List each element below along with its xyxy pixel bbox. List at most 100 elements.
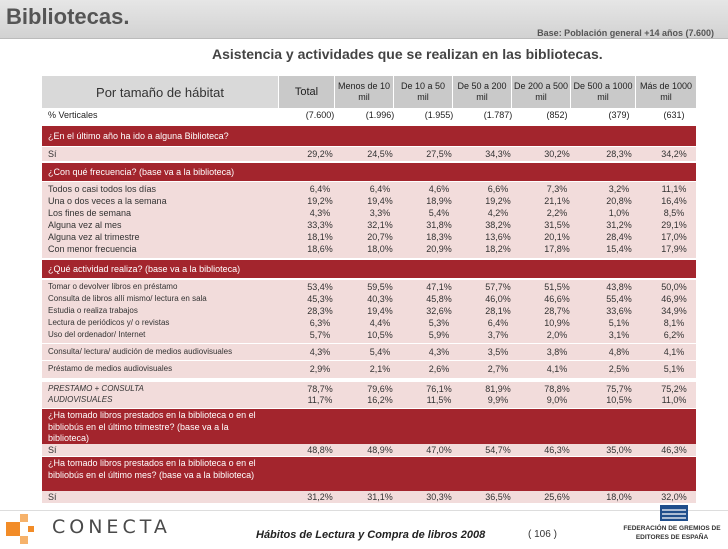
table-row: Alguna vez al mes 33,3% 32,1% 31,8% 38,2…: [42, 220, 696, 231]
value-cell: 4,4%: [369, 318, 391, 328]
value-cell: 29,1%: [661, 220, 687, 230]
value-cell: (1.996): [365, 110, 395, 120]
value-cell: 3,5%: [487, 347, 509, 357]
value-cell: 11,7%: [307, 395, 333, 405]
value-cell: 46,9%: [661, 294, 687, 304]
value-cell: 6,4%: [309, 184, 331, 194]
value-cell: 46,6%: [544, 294, 570, 304]
value-cell: 34,9%: [661, 306, 687, 316]
value-cell: 11,1%: [661, 184, 687, 194]
value-cell: 57,7%: [485, 282, 511, 292]
value-cell: 43,8%: [606, 282, 632, 292]
activity-block: Tomar o devolver libros en préstamo 53,4…: [42, 280, 696, 378]
section-header-frecuencia: ¿Con qué frecuencia? (base va a la bibli…: [42, 163, 696, 181]
row-label: PRESTAMO + CONSULTA: [48, 384, 144, 393]
value-cell: 20,7%: [367, 232, 393, 242]
value-cell: 81,9%: [485, 384, 511, 394]
value-cell: 28,3%: [307, 306, 333, 316]
title-bar: Bibliotecas. Base: Población general +14…: [0, 0, 728, 39]
row-label: Tomar o devolver libros en préstamo: [48, 282, 178, 291]
value-cell: 5,9%: [428, 330, 450, 340]
value-cell: 18,3%: [426, 232, 452, 242]
value-cell: 4,3%: [309, 208, 331, 218]
value-cell: 29,2%: [307, 149, 333, 159]
value-cell: 18,1%: [307, 232, 333, 242]
value-cell: 4,8%: [608, 347, 630, 357]
value-cell: 46,3%: [544, 445, 570, 455]
value-cell: 17,9%: [661, 244, 687, 254]
value-cell: 78,7%: [307, 384, 333, 394]
value-cell: 47,1%: [426, 282, 452, 292]
value-cell: 30,3%: [426, 492, 452, 502]
value-cell: 21,1%: [544, 196, 570, 206]
value-cell: 3,2%: [608, 184, 630, 194]
value-cell: 5,1%: [608, 318, 630, 328]
column-header-50-200: De 50 a 200 mil: [453, 76, 512, 108]
value-cell: 6,4%: [487, 318, 509, 328]
value-cell: 4,3%: [428, 347, 450, 357]
table-row: Una o dos veces a la semana 19,2% 19,4% …: [42, 196, 696, 207]
table-row: Alguna vez al trimestre 18,1% 20,7% 18,3…: [42, 232, 696, 243]
value-cell: 13,6%: [485, 232, 511, 242]
value-cell: 4,3%: [309, 347, 331, 357]
row-label: AUDIOVISUALES: [48, 395, 113, 404]
row-si-asistencia: Sí 29,2% 24,5% 27,5% 34,3% 30,2% 28,3% 3…: [42, 147, 696, 161]
row-label: Sí: [48, 492, 57, 502]
value-cell: 2,0%: [546, 330, 568, 340]
value-cell: 10,5%: [367, 330, 393, 340]
column-header-menos10: Menos de 10 mil: [335, 76, 394, 108]
value-cell: 2,7%: [487, 364, 509, 374]
value-cell: 5,4%: [428, 208, 450, 218]
value-cell: 11,0%: [661, 395, 687, 405]
value-cell: 31,1%: [367, 492, 393, 502]
value-cell: (379): [608, 110, 630, 120]
conecta-logo-icon: [6, 514, 46, 549]
value-cell: 20,9%: [426, 244, 452, 254]
value-cell: 4,1%: [663, 347, 685, 357]
value-cell: (1.955): [424, 110, 454, 120]
value-cell: 40,3%: [367, 294, 393, 304]
row-si-trimestre: Sí 48,8% 48,9% 47,0% 54,7% 46,3% 35,0% 4…: [42, 444, 696, 456]
value-cell: 36,5%: [485, 492, 511, 502]
value-cell: 78,8%: [544, 384, 570, 394]
value-cell: 3,7%: [487, 330, 509, 340]
page-title: Bibliotecas.: [6, 4, 130, 29]
value-cell: 28,1%: [485, 306, 511, 316]
value-cell: 3,1%: [608, 330, 630, 340]
row-label: Alguna vez al trimestre: [48, 232, 140, 242]
value-cell: 17,0%: [661, 232, 687, 242]
value-cell: 2,1%: [369, 364, 391, 374]
value-cell: 2,9%: [309, 364, 331, 374]
table-row: Con menor frecuencia 18,6% 18,0% 20,9% 1…: [42, 244, 696, 255]
value-cell: 19,2%: [307, 196, 333, 206]
value-cell: 5,4%: [369, 347, 391, 357]
value-cell: 76,1%: [426, 384, 452, 394]
value-cell: (852): [546, 110, 568, 120]
value-cell: 38,2%: [485, 220, 511, 230]
table-row: Tomar o devolver libros en préstamo 53,4…: [42, 282, 696, 293]
value-cell: 16,2%: [367, 395, 393, 405]
value-cell: 28,3%: [606, 149, 632, 159]
section-header-mes: ¿Ha tomado libros prestados en la biblio…: [42, 457, 696, 491]
row-label: Préstamo de medios audiovisuales: [48, 364, 173, 373]
table-row: Estudia o realiza trabajos 28,3% 19,4% 3…: [42, 306, 696, 317]
value-cell: 45,3%: [307, 294, 333, 304]
value-cell: 27,5%: [426, 149, 452, 159]
row-label: Con menor frecuencia: [48, 244, 137, 254]
value-cell: 54,7%: [485, 445, 511, 455]
value-cell: 8,5%: [663, 208, 685, 218]
federacion-logo-icon: [626, 505, 722, 528]
value-cell: 31,5%: [544, 220, 570, 230]
value-cell: 48,9%: [367, 445, 393, 455]
row-label: Estudia o realiza trabajos: [48, 306, 138, 315]
value-cell: 1,0%: [608, 208, 630, 218]
value-cell: 18,0%: [606, 492, 632, 502]
table-row: PRESTAMO + CONSULTA 78,7% 79,6% 76,1% 81…: [42, 384, 696, 395]
value-cell: 31,8%: [426, 220, 452, 230]
value-cell: 24,5%: [367, 149, 393, 159]
value-cell: 28,7%: [544, 306, 570, 316]
column-header-10-50: De 10 a 50 mil: [394, 76, 453, 108]
column-header-total: Total: [279, 76, 335, 108]
row-label: Todos o casi todos los días: [48, 184, 157, 194]
table-row: Lectura de periódicos y/ o revistas 6,3%…: [42, 318, 696, 329]
